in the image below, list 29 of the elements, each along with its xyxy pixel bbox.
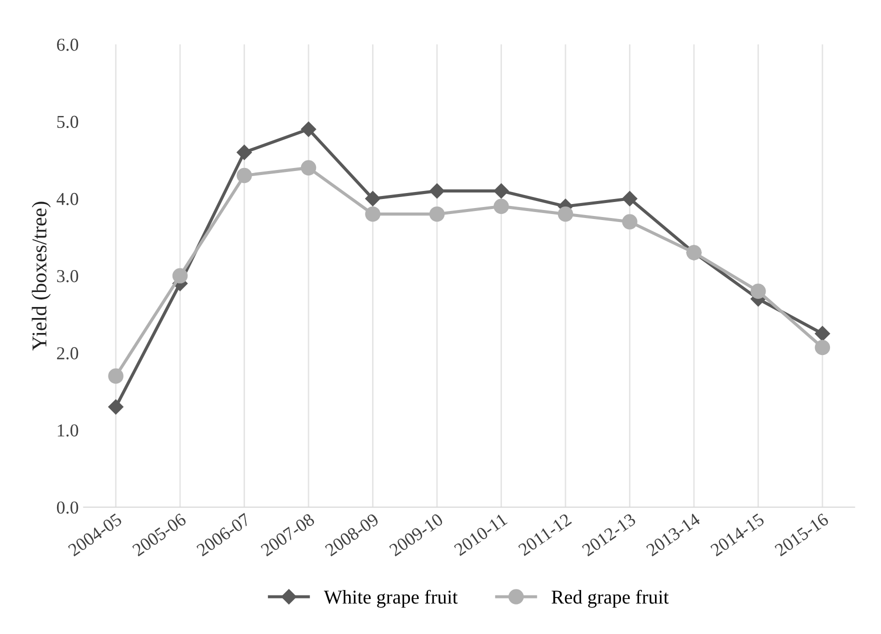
point bbox=[236, 144, 252, 160]
point bbox=[108, 399, 124, 414]
point bbox=[558, 206, 574, 222]
point bbox=[494, 183, 509, 199]
y-tick-label: 3.0 bbox=[57, 270, 78, 282]
point bbox=[236, 168, 252, 184]
point bbox=[365, 206, 380, 222]
point bbox=[622, 214, 638, 230]
y-axis-title: Yield (boxes/tree) bbox=[32, 202, 51, 350]
y-tick-label: 5.0 bbox=[57, 116, 78, 128]
point bbox=[494, 198, 509, 214]
point bbox=[300, 122, 316, 137]
y-tick-label: 1.0 bbox=[58, 424, 78, 437]
point bbox=[172, 268, 188, 284]
y-tick-label: 0.0 bbox=[56, 501, 78, 514]
point bbox=[429, 206, 445, 222]
point bbox=[814, 326, 830, 342]
legend-label: Red grape fruit bbox=[552, 590, 669, 608]
y-tick-label: 2.0 bbox=[57, 347, 78, 360]
legend-label: White grape fruit bbox=[324, 590, 458, 608]
point bbox=[300, 160, 316, 176]
point bbox=[108, 368, 124, 384]
y-tick-label: 6.0 bbox=[57, 38, 78, 51]
point bbox=[750, 284, 766, 299]
point bbox=[814, 340, 830, 356]
point bbox=[429, 183, 445, 199]
point bbox=[365, 191, 380, 206]
y-tick-label: 4.0 bbox=[56, 192, 78, 206]
point bbox=[622, 191, 638, 206]
